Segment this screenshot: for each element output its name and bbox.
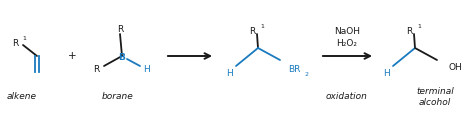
Text: R: R — [117, 24, 123, 33]
Text: H: H — [144, 65, 150, 74]
Text: 1: 1 — [417, 24, 421, 29]
Text: R: R — [12, 39, 18, 48]
Text: +: + — [68, 51, 76, 60]
Text: R: R — [406, 27, 412, 36]
Text: borane: borane — [102, 92, 134, 101]
Text: NaOH: NaOH — [334, 27, 360, 36]
Text: OH: OH — [449, 62, 463, 71]
Text: H₂O₂: H₂O₂ — [337, 39, 357, 48]
Text: oxidation: oxidation — [326, 92, 368, 101]
Text: terminal: terminal — [416, 87, 454, 96]
Text: H: H — [227, 68, 233, 77]
Text: B: B — [118, 52, 126, 61]
Text: 1: 1 — [22, 36, 26, 41]
Text: H: H — [383, 68, 391, 77]
Text: alcohol: alcohol — [419, 98, 451, 107]
Text: R: R — [249, 27, 255, 36]
Text: BR: BR — [288, 64, 301, 73]
Text: alkene: alkene — [7, 92, 37, 101]
Text: 2: 2 — [305, 71, 309, 76]
Text: 1: 1 — [260, 24, 264, 29]
Text: R: R — [93, 65, 99, 74]
